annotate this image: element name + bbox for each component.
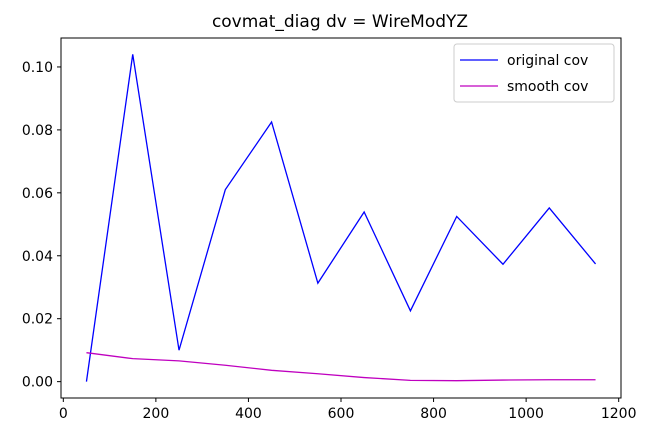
legend-box — [453, 43, 615, 103]
x-tick-label: 1000 — [508, 406, 544, 422]
x-tick-label: 400 — [235, 406, 262, 422]
series-1-point — [224, 188, 226, 190]
y-tick-label: 0.02 — [22, 312, 53, 328]
series-2-point — [132, 357, 134, 359]
series-1-point — [548, 207, 550, 209]
chart-title: covmat_diag dv = WireModYZ — [212, 12, 468, 32]
series-2-point — [502, 379, 504, 381]
y-axis-ticks: 0.00 0.02 0.04 0.06 0.08 0.10 — [22, 60, 61, 391]
legend: original cov smooth cov — [453, 43, 615, 103]
series-2-point — [548, 379, 550, 381]
x-tick-label: 800 — [420, 406, 447, 422]
legend-label: smooth cov — [507, 79, 588, 95]
plot-frame — [60, 37, 622, 399]
plot-lines — [85, 53, 597, 382]
series-1-point — [85, 380, 87, 382]
y-tick-label: 0.00 — [22, 375, 53, 391]
series-1-point — [409, 310, 411, 312]
y-tick-label: 0.08 — [22, 123, 53, 139]
x-axis-ticks: 0 200 400 600 800 1000 1200 — [59, 398, 637, 422]
series-1-point — [317, 282, 319, 284]
series-2-point — [85, 351, 87, 353]
series-2-point — [270, 369, 272, 371]
series-1-point — [132, 53, 134, 55]
legend-label: original cov — [507, 53, 588, 69]
x-tick-label: 200 — [143, 406, 170, 422]
y-tick-label: 0.06 — [22, 186, 53, 202]
x-tick-label: 600 — [328, 406, 355, 422]
series-2-point — [456, 379, 458, 381]
series-2-point — [363, 376, 365, 378]
x-tick-label: 1200 — [601, 406, 637, 422]
series-2-point — [409, 379, 411, 381]
series-2-point — [224, 364, 226, 366]
series-1-point — [363, 211, 365, 213]
y-tick-label: 0.10 — [22, 60, 53, 76]
y-tick-label: 0.04 — [22, 249, 53, 265]
series-line-1 — [85, 54, 597, 382]
series-1-point — [502, 263, 504, 265]
series-2-point — [594, 379, 596, 381]
series-2-point — [317, 373, 319, 375]
series-1-point — [594, 263, 596, 265]
x-tick-label: 0 — [59, 406, 68, 422]
series-line-2 — [86, 352, 596, 382]
series-1-point — [456, 215, 458, 217]
series-2-point — [178, 360, 180, 362]
series-1-point — [178, 349, 180, 351]
series-1-point — [270, 121, 272, 123]
